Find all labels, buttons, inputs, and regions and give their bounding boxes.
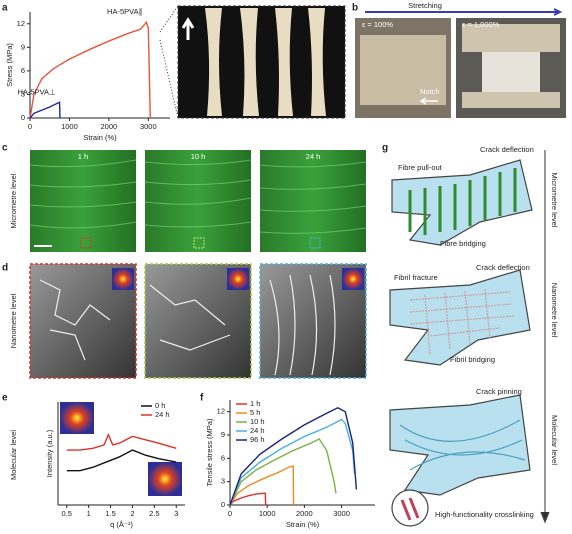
fibres: [205, 8, 326, 116]
line: [66, 432, 177, 451]
x-axis-label: q (Å⁻¹): [110, 520, 133, 529]
legend-label: 5 h: [250, 408, 260, 417]
line: [29, 20, 151, 119]
annotation: Fibre bridging: [440, 239, 486, 248]
y-tick-label: 9: [221, 430, 225, 439]
panel-label: a: [2, 3, 8, 14]
arrow: [419, 97, 438, 105]
level-label: Nanometre level: [9, 293, 18, 348]
line: [229, 492, 267, 506]
label: Stretching: [408, 1, 442, 10]
annotation: Fibre pull-out: [398, 163, 443, 172]
level-label: Nanometre level: [550, 283, 559, 338]
legend-label: 0 h: [155, 401, 165, 410]
panel-label: g: [382, 143, 388, 154]
time-label: 1 h: [78, 152, 88, 161]
panel-label: e: [2, 393, 8, 404]
schematic: [389, 150, 550, 527]
x-tick-label: 2: [130, 509, 134, 518]
line: [229, 437, 337, 506]
y-tick-label: 12: [217, 407, 225, 416]
line: [229, 406, 358, 506]
x-tick-label: 2.5: [149, 509, 159, 518]
y-tick-label: 12: [17, 19, 25, 28]
panel-label: b: [352, 3, 358, 14]
y-tick-label: 0: [21, 113, 25, 122]
legend-label: HA-5PVA∥: [107, 7, 142, 16]
zoom-lines: [159, 5, 179, 119]
annotation: High-functionality crosslinking: [435, 510, 534, 519]
inset-image: [148, 462, 182, 496]
annotation: Crack pinning: [476, 387, 522, 396]
arrow: [365, 8, 563, 16]
x-tick-label: 2000: [101, 122, 118, 131]
y-tick-label: 0: [221, 500, 225, 509]
sample: [462, 24, 560, 52]
x-tick-label: 3000: [140, 122, 157, 131]
y-axis-label: Tensile stress (MPa): [205, 418, 214, 486]
y-tick-label: 6: [21, 66, 25, 75]
time-label: 10 h: [191, 152, 206, 161]
annotation: Crack deflection: [476, 263, 530, 272]
panel-label: d: [2, 263, 8, 274]
sample: [360, 35, 446, 105]
y-tick-label: 3: [21, 89, 25, 98]
y-tick-label: 3: [221, 477, 225, 486]
line: [229, 418, 356, 506]
label: Notch: [420, 87, 440, 96]
x-axis-label: Strain (%): [83, 133, 117, 142]
inset-image: [60, 402, 94, 434]
y-axis-label: Stress (MPa): [5, 43, 14, 87]
y-tick-label: 9: [21, 42, 25, 51]
annotation: Crack deflection: [480, 145, 534, 154]
level-label: Micrometre level: [550, 172, 559, 227]
x-tick-label: 1000: [259, 509, 276, 518]
panel-label: f: [200, 393, 204, 404]
legend-label: 10 h: [250, 417, 265, 426]
x-tick-label: 2000: [296, 509, 313, 518]
x-tick-label: 1.5: [105, 509, 115, 518]
legend-label: 24 h: [155, 410, 170, 419]
x-tick-label: 0.5: [62, 509, 72, 518]
x-tick-label: 1000: [61, 122, 78, 131]
x-tick-label: 3: [174, 509, 178, 518]
line: [29, 101, 61, 119]
legend-label: 24 h: [250, 426, 265, 435]
arrow: [181, 17, 195, 40]
label: ε = 1,000%: [462, 20, 500, 29]
annotation: Fibril bridging: [450, 355, 495, 364]
line: [229, 465, 295, 506]
x-tick-label: 3000: [333, 509, 350, 518]
x-axis-label: Strain (%): [286, 520, 320, 529]
level-label: Micrometre level: [9, 173, 18, 228]
sem-images: [29, 263, 367, 379]
x-tick-label: 0: [28, 122, 32, 131]
legend-label: 96 h: [250, 435, 265, 444]
level-label: Molecular level: [9, 430, 18, 480]
fluorescence-images: [29, 150, 367, 252]
label: ε = 100%: [362, 20, 393, 29]
y-tick-label: 6: [221, 453, 225, 462]
line: [66, 449, 177, 472]
legend-label: HA-5PVA⊥: [17, 87, 56, 96]
level-label: Molecular level: [550, 415, 559, 465]
sample: [462, 92, 560, 108]
y-axis-label: Intensity (a.u.): [45, 429, 54, 477]
x-tick-label: 0: [228, 509, 232, 518]
time-label: 24 h: [306, 152, 321, 161]
x-tick-label: 1: [87, 509, 91, 518]
legend-label: 1 h: [250, 399, 260, 408]
annotation: Fibril fracture: [394, 273, 438, 282]
panel-label: c: [2, 143, 8, 154]
sample: [482, 52, 540, 92]
